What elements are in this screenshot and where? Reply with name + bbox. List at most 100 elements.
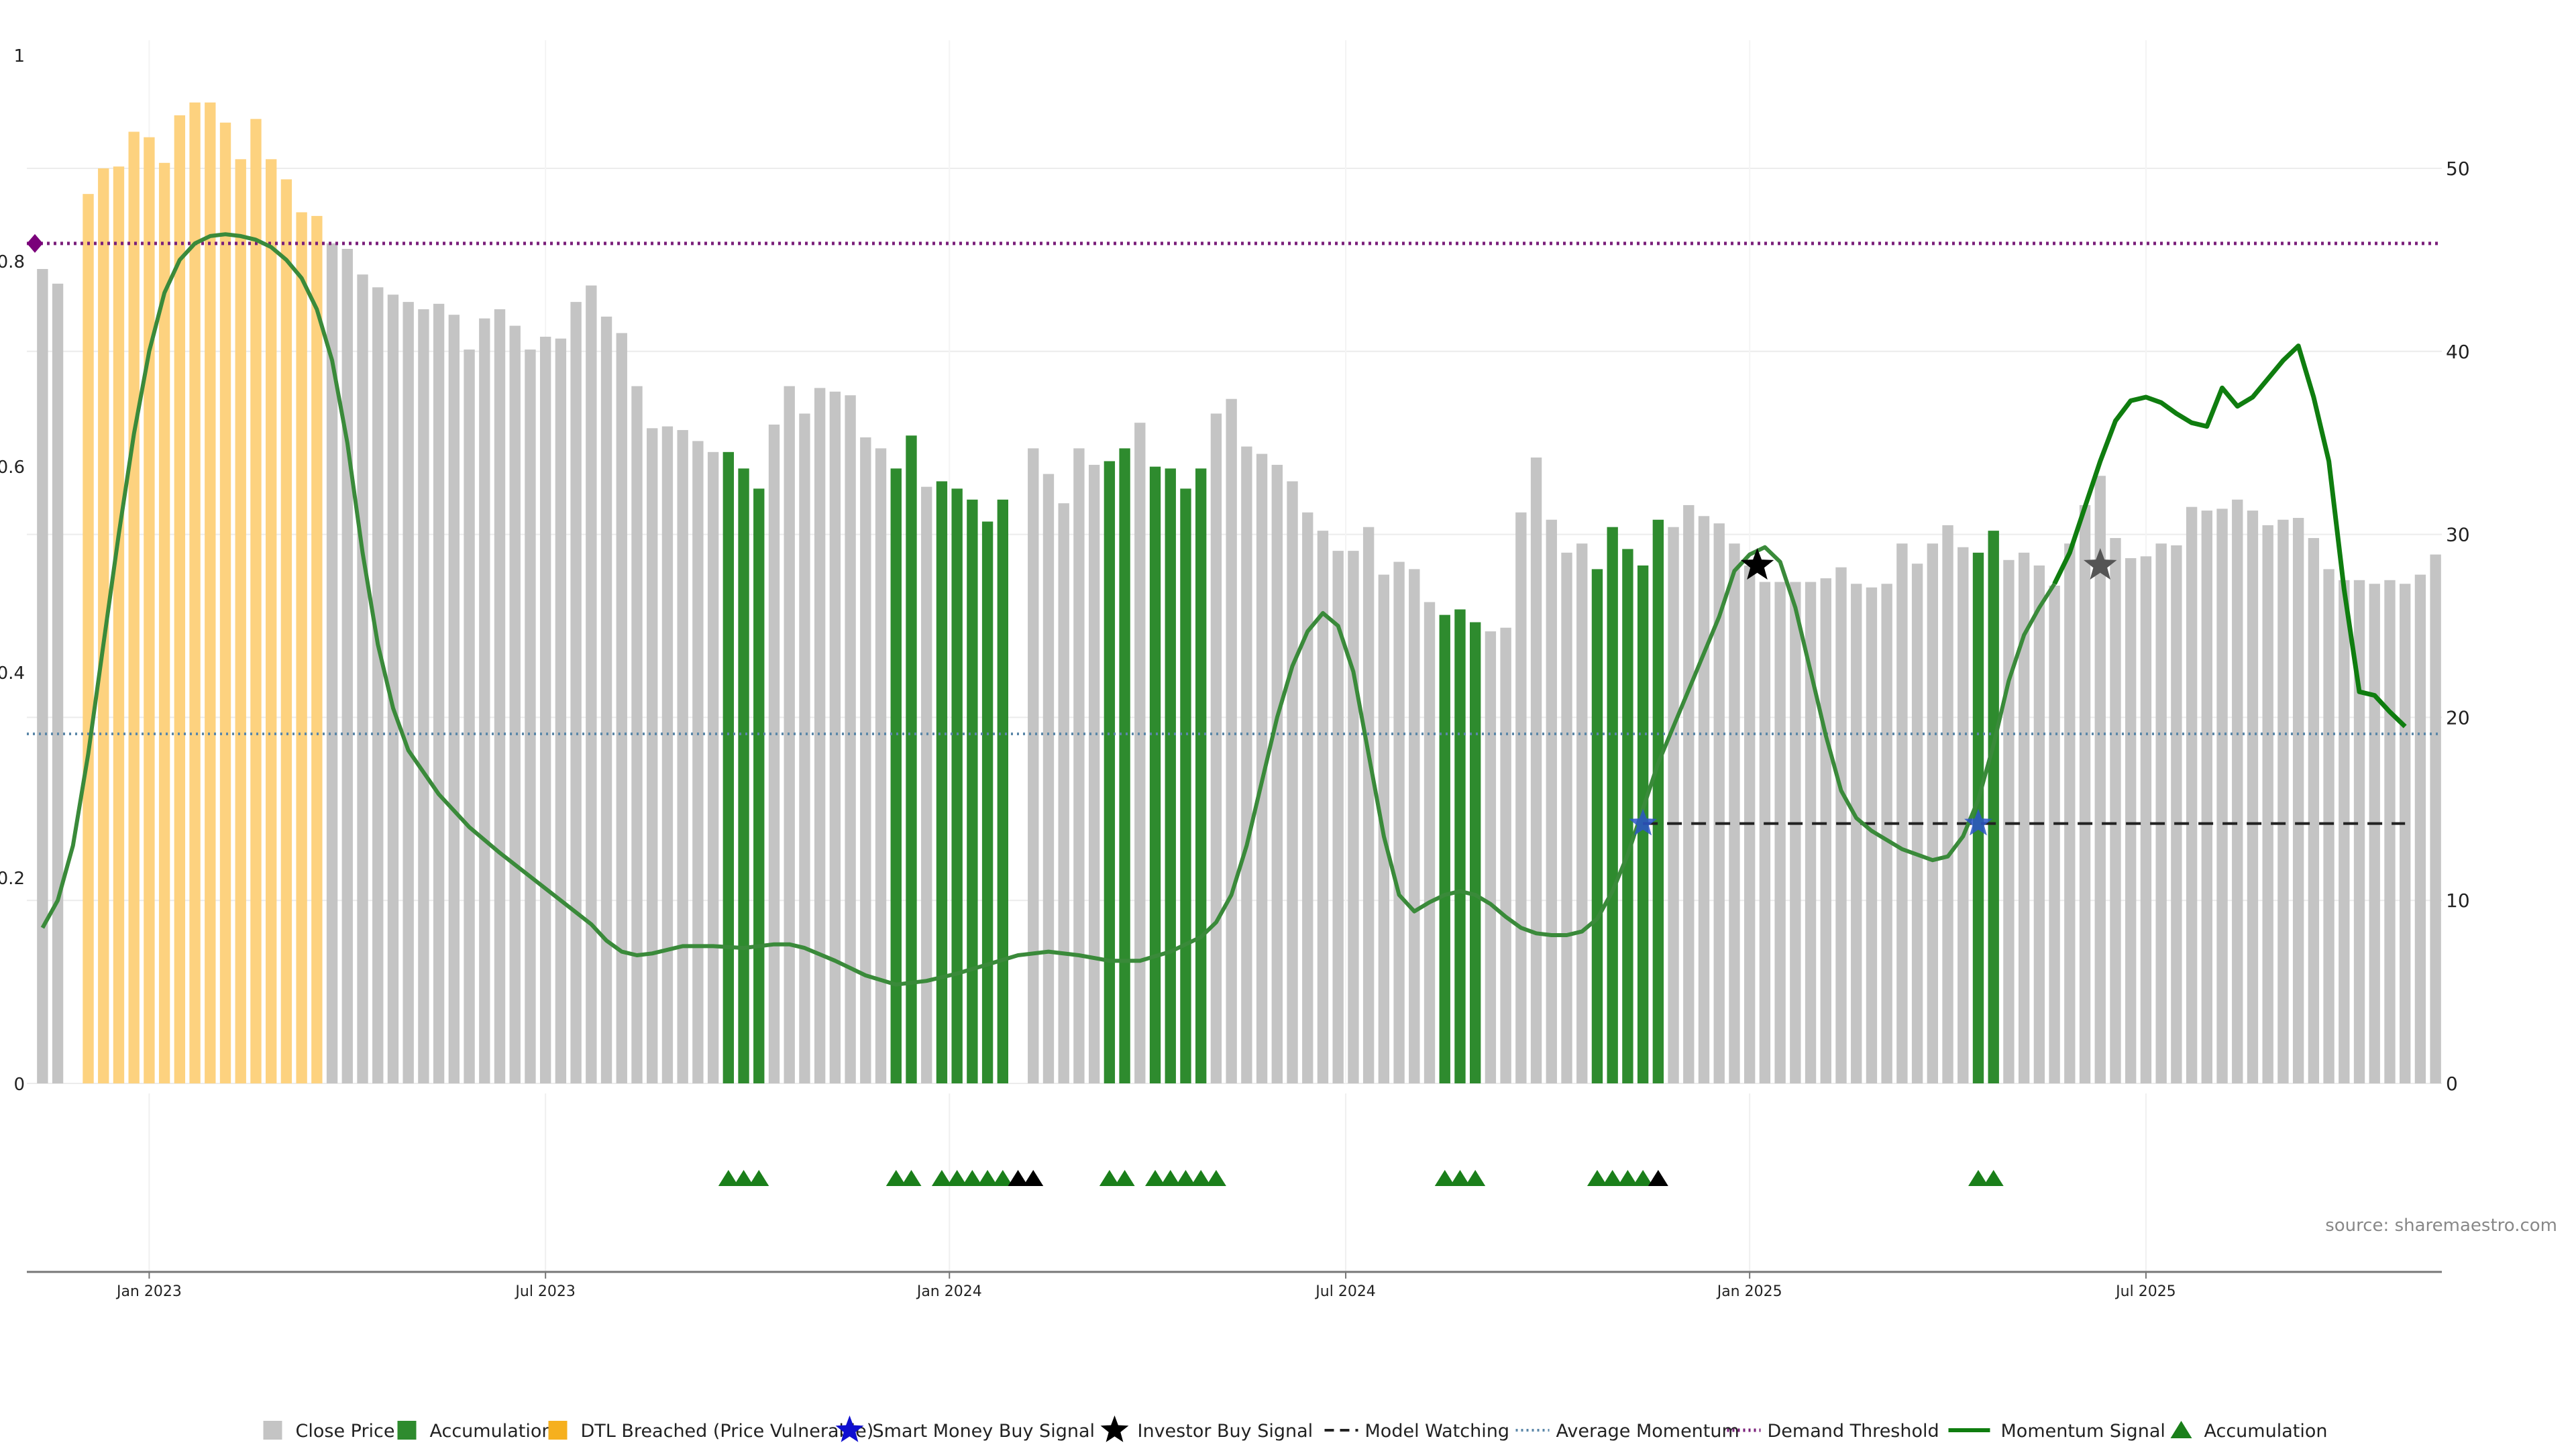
momentum-signal-line-recent bbox=[2052, 343, 2407, 729]
source-label: source: sharemaestro.com bbox=[2325, 1216, 2557, 1236]
price-bar bbox=[1851, 584, 1862, 1083]
price-bar bbox=[2064, 543, 2076, 1083]
price-bar bbox=[555, 338, 567, 1084]
accumulation-marker bbox=[1008, 1170, 1028, 1186]
price-bar bbox=[1820, 578, 1831, 1083]
price-bar bbox=[448, 315, 460, 1083]
dtl-breached-bar bbox=[83, 194, 94, 1083]
price-bar bbox=[2308, 538, 2320, 1083]
price-bar bbox=[2353, 580, 2365, 1083]
price-bar bbox=[600, 316, 612, 1083]
price-bar bbox=[2292, 518, 2304, 1083]
price-bar bbox=[2171, 545, 2182, 1083]
price-bar bbox=[1759, 582, 1771, 1083]
price-bar bbox=[2232, 499, 2243, 1083]
price-bar bbox=[2049, 585, 2060, 1083]
price-bar bbox=[464, 350, 475, 1083]
right-axis-tick-label: 10 bbox=[2446, 890, 2470, 912]
price-bar bbox=[1210, 413, 1222, 1083]
price-bar bbox=[1546, 519, 1557, 1083]
price-bar bbox=[52, 283, 64, 1083]
accumulation-marker bbox=[733, 1170, 754, 1186]
price-bar bbox=[570, 302, 582, 1084]
momentum-signal-line bbox=[40, 232, 2057, 987]
accumulation-bar bbox=[890, 468, 902, 1083]
price-bar bbox=[539, 336, 551, 1083]
legend-swatch-investor bbox=[1100, 1415, 1129, 1442]
price-bar bbox=[616, 333, 627, 1084]
price-bars bbox=[37, 102, 2441, 1084]
accumulation-bar bbox=[1165, 468, 1176, 1083]
accumulation-bar bbox=[1988, 531, 1999, 1083]
accumulation-bar bbox=[1622, 549, 1633, 1083]
accumulation-bar bbox=[1104, 461, 1116, 1083]
price-bar bbox=[2216, 508, 2228, 1083]
price-bar bbox=[1805, 582, 1817, 1083]
investor-buy-signal bbox=[2084, 548, 2117, 580]
accumulation-marker bbox=[1114, 1170, 1135, 1186]
left-axis-tick-label: 0.4 bbox=[0, 663, 25, 684]
price-bar bbox=[921, 486, 932, 1083]
accumulation-marker bbox=[1205, 1170, 1226, 1186]
accumulation-marker bbox=[1145, 1170, 1166, 1186]
price-bar bbox=[1927, 543, 1939, 1083]
price-bar bbox=[1226, 398, 1237, 1083]
accumulation-marker bbox=[1648, 1170, 1668, 1186]
accumulation-bar bbox=[1149, 466, 1161, 1083]
accumulation-bar bbox=[951, 488, 963, 1083]
accumulation-marker bbox=[1450, 1170, 1470, 1186]
price-bar bbox=[1896, 543, 1908, 1083]
price-bar bbox=[2277, 519, 2289, 1083]
accumulation-panel bbox=[718, 1170, 2004, 1186]
price-bar bbox=[2186, 506, 2198, 1083]
dtl-breached-bar bbox=[296, 212, 307, 1083]
legend-label: Model Watching bbox=[1365, 1421, 1509, 1442]
accumulation-marker bbox=[1099, 1170, 1120, 1186]
price-bar bbox=[1713, 523, 1725, 1083]
x-axis-tick-label: Jan 2024 bbox=[916, 1283, 982, 1300]
accumulation-marker bbox=[1968, 1170, 1988, 1186]
price-bar bbox=[661, 426, 674, 1083]
dtl-breached-bar bbox=[189, 102, 201, 1083]
price-bar bbox=[2125, 558, 2137, 1083]
price-bar bbox=[326, 243, 338, 1083]
price-bar bbox=[1530, 458, 1542, 1083]
price-bar bbox=[387, 294, 399, 1083]
price-bar bbox=[433, 303, 445, 1084]
price-bar bbox=[677, 430, 688, 1083]
right-axis-tick-label: 40 bbox=[2446, 341, 2470, 363]
left-axis-tick-label: 0.8 bbox=[0, 252, 25, 272]
price-bar bbox=[2003, 559, 2015, 1083]
legend-label: Average Momentum bbox=[1556, 1421, 1739, 1442]
price-bar bbox=[1424, 602, 1436, 1083]
accumulation-bar bbox=[1180, 488, 1191, 1083]
dtl-breached-bar bbox=[205, 102, 216, 1083]
dtl-breached-bar bbox=[266, 159, 277, 1083]
price-bar bbox=[1042, 474, 1055, 1083]
x-axis-tick-label: Jul 2023 bbox=[514, 1283, 576, 1300]
accumulation-bar bbox=[753, 488, 765, 1083]
price-bar bbox=[1942, 525, 1953, 1083]
price-bar bbox=[1088, 464, 1100, 1083]
accumulation-bar bbox=[722, 451, 735, 1083]
price-bar bbox=[1790, 582, 1801, 1083]
price-bar bbox=[1271, 464, 1283, 1083]
accumulation-bar bbox=[1119, 448, 1130, 1083]
left-axis-tick-label: 0 bbox=[13, 1075, 25, 1095]
price-bar bbox=[814, 388, 826, 1084]
accumulation-bar bbox=[1454, 609, 1466, 1083]
price-bar bbox=[1362, 527, 1375, 1083]
price-bar bbox=[2414, 574, 2426, 1083]
price-bar bbox=[509, 325, 521, 1083]
accumulation-marker bbox=[1633, 1170, 1654, 1186]
price-bar bbox=[2110, 538, 2121, 1083]
accumulation-bar bbox=[967, 499, 978, 1083]
accumulation-bar bbox=[1470, 622, 1481, 1083]
x-axis-tick-label: Jan 2023 bbox=[115, 1283, 182, 1300]
price-bar bbox=[1668, 527, 1679, 1083]
accumulation-bar bbox=[1439, 614, 1450, 1083]
price-bar bbox=[2079, 504, 2091, 1083]
price-bar bbox=[1683, 504, 1695, 1083]
price-bar bbox=[768, 424, 780, 1083]
accumulation-bar bbox=[1195, 468, 1207, 1083]
